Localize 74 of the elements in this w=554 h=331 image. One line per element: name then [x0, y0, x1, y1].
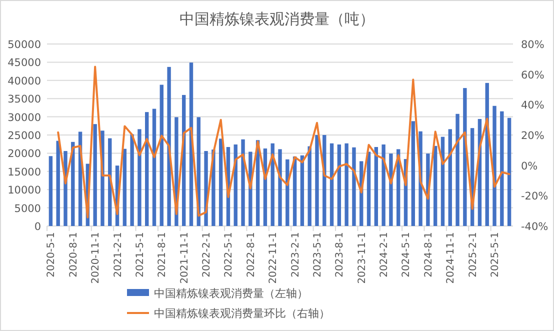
x-tick-label: 2022-2-1 — [202, 232, 213, 278]
y2-tick-label: 0% — [521, 160, 538, 172]
x-tick-label: 2020-5-1 — [46, 232, 58, 278]
bar — [433, 146, 438, 226]
x-tick-label: 2022-8-1 — [246, 232, 257, 278]
bar — [315, 135, 319, 226]
x-tick-label: 2025-2-1 — [468, 232, 479, 278]
y-tick-label: 10000 — [8, 184, 41, 197]
bar — [374, 147, 378, 226]
bar — [500, 111, 504, 226]
bar — [463, 88, 467, 226]
bar — [382, 144, 386, 226]
bar — [344, 143, 348, 226]
y-tick-label: 50000 — [8, 39, 41, 51]
bar — [352, 147, 356, 226]
bar — [241, 139, 245, 226]
bar — [167, 66, 171, 226]
x-tick-label: 2024-2-1 — [379, 232, 390, 278]
legend-label: 中国精炼镍表观消费量环比（右轴） — [154, 307, 330, 320]
x-tick-label: 2023-8-1 — [334, 232, 346, 278]
bar — [145, 112, 149, 226]
bar — [448, 129, 452, 226]
y-tick-label: 30000 — [8, 112, 41, 124]
legend-label: 中国精炼镍表观消费量（左轴） — [154, 287, 308, 300]
bar — [138, 129, 142, 226]
bar — [160, 84, 164, 226]
y2-tick-label: 40% — [521, 100, 544, 112]
y-tick-label: 45000 — [8, 57, 41, 70]
y2-tick-label: 60% — [521, 69, 544, 82]
bar — [507, 118, 512, 226]
y2-tick-label: 80% — [521, 39, 544, 51]
x-tick-label: 2023-5-1 — [312, 232, 324, 278]
bar — [130, 134, 134, 226]
bar — [389, 154, 393, 226]
bar — [300, 155, 304, 226]
y2-tick-label: -40% — [521, 221, 548, 233]
bar — [411, 121, 415, 226]
bar — [308, 146, 312, 226]
x-tick-label: 2021-2-1 — [112, 232, 124, 278]
x-tick-label: 2021-5-1 — [134, 232, 146, 278]
bar — [122, 148, 127, 226]
bar — [278, 149, 282, 226]
x-tick-label: 2022-11-1 — [268, 232, 280, 284]
x-tick-label: 2023-2-1 — [290, 232, 302, 278]
y2-tick-label: -20% — [521, 190, 548, 203]
y-tick-label: 20000 — [8, 148, 41, 160]
bar — [48, 156, 53, 226]
bar — [218, 138, 223, 226]
x-tick-label: 2021-8-1 — [157, 232, 168, 278]
y2-tick-label: 20% — [521, 130, 544, 142]
bar — [366, 152, 371, 226]
title: 中国精炼镍表观消费量（吨） — [180, 10, 374, 28]
bar — [152, 108, 156, 226]
x-tick-label: 2024-8-1 — [423, 232, 434, 278]
x-tick-label: 2024-11-1 — [446, 232, 457, 284]
y-tick-label: 0 — [34, 221, 41, 233]
x-tick-label: 2020-11-1 — [90, 232, 102, 284]
bar — [56, 140, 60, 226]
y-tick-label: 5000 — [14, 202, 41, 215]
y-tick-label: 15000 — [8, 166, 41, 178]
bar — [492, 106, 496, 226]
x-tick-label: 2024-5-1 — [401, 232, 412, 278]
y-tick-label: 25000 — [8, 130, 41, 142]
x-tick-label: 2025-5-1 — [490, 232, 502, 278]
x-tick-label: 2021-11-1 — [179, 232, 190, 284]
bar — [93, 124, 97, 226]
bar — [456, 114, 460, 226]
y-tick-label: 35000 — [8, 94, 41, 106]
bar — [337, 144, 342, 226]
x-tick-label: 2020-8-1 — [68, 232, 80, 278]
x-tick-label: 2023-11-1 — [356, 232, 368, 284]
x-tick-label: 2022-5-1 — [224, 232, 235, 278]
y-tick-label: 40000 — [8, 75, 41, 88]
bar — [330, 143, 334, 226]
